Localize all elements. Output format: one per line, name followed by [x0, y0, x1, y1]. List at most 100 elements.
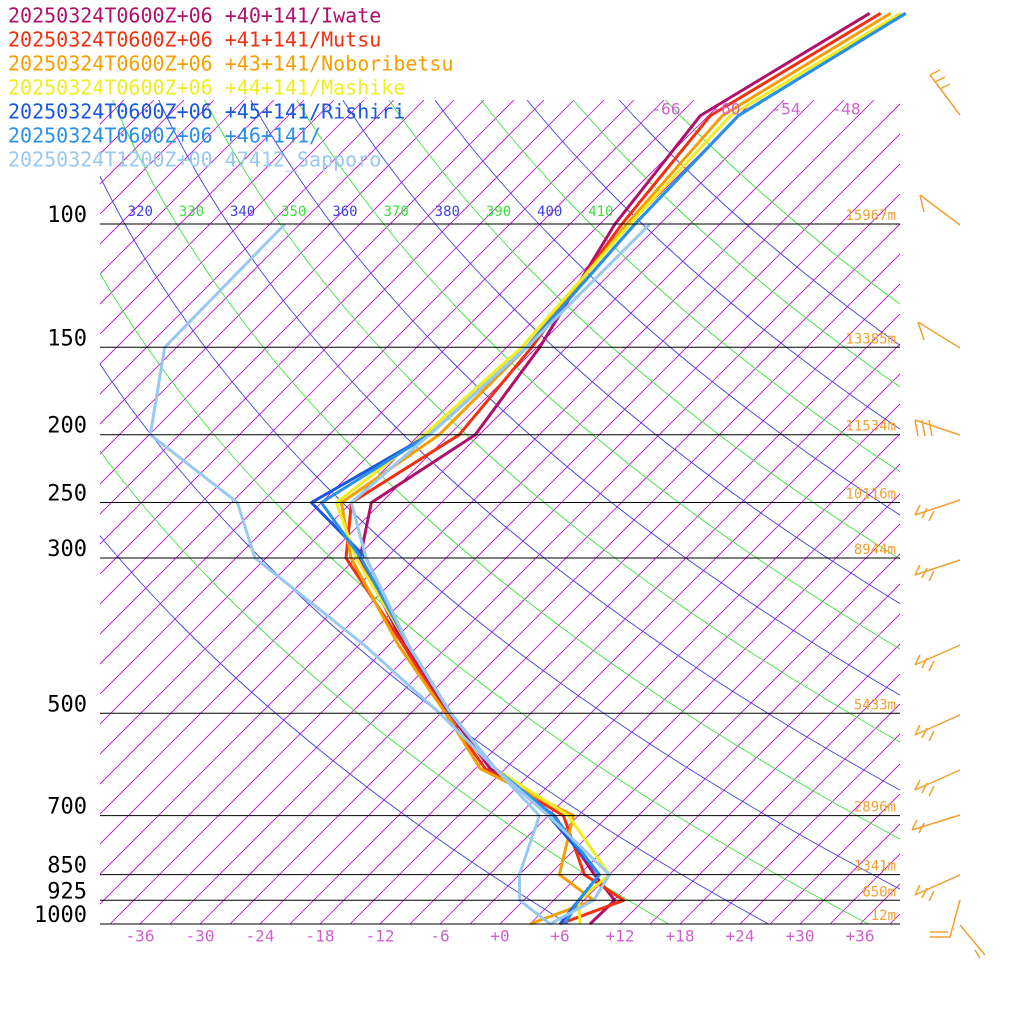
temperature-line: [349, 222, 652, 926]
isotherm: [100, 100, 845, 845]
height-label: 5433m: [854, 697, 896, 713]
isotherm: [409, 433, 900, 924]
x-tick-label: +18: [666, 927, 695, 946]
adiabat: [100, 363, 769, 924]
isotherm: [169, 193, 900, 924]
isotherm-label: -60: [712, 100, 741, 119]
isotherm: [589, 613, 900, 924]
adiabat: [388, 100, 900, 560]
isotherm: [100, 100, 695, 695]
adiabat: [100, 450, 669, 924]
height-label: 11534m: [845, 419, 896, 435]
adiabat: [572, 100, 900, 388]
adiabat: [342, 100, 900, 605]
wind-barb: [930, 899, 961, 938]
adiabat: [526, 100, 900, 430]
isotherm: [349, 373, 900, 924]
height-label: 10116m: [845, 487, 896, 503]
theta-label: 350: [281, 204, 306, 220]
x-tick-label: -6: [430, 927, 449, 946]
isotherm: [100, 100, 305, 305]
x-tick-label: -36: [126, 927, 155, 946]
isotherm-label: -66: [652, 100, 681, 119]
theta-label: 400: [537, 204, 562, 220]
labels: 320 330 340 350 360 370 380 390 400 410 -66 -60 -54 -…: [8, 4, 900, 946]
isotherm: [229, 253, 900, 924]
isotherm: [499, 523, 900, 924]
height-label: 13385m: [845, 331, 896, 347]
x-tick-label: +12: [606, 927, 635, 946]
theta-label: 380: [435, 204, 460, 220]
theta-label: 370: [383, 204, 408, 220]
height-label: 8944m: [854, 542, 896, 558]
adiabat: [296, 100, 900, 650]
y-tick-label: 100: [47, 203, 87, 228]
isotherm: [109, 133, 900, 924]
y-tick-label: 500: [47, 692, 87, 717]
temperature-line: [319, 12, 907, 925]
isotherm: [0, 100, 4, 924]
isotherm: [619, 643, 900, 924]
y-tick-label: 700: [47, 795, 87, 820]
wind-barb: [914, 769, 961, 797]
isotherm: [289, 313, 900, 924]
height-label: 650m: [862, 884, 896, 900]
adiabat: [618, 100, 900, 346]
y-tick-label: 200: [47, 414, 87, 439]
isotherm: [100, 100, 455, 455]
wind-barb: [919, 194, 961, 226]
y-tick-label: 925: [47, 879, 87, 904]
theta-label: 390: [486, 204, 511, 220]
isotherm: [100, 100, 335, 335]
wind-barb: [914, 419, 961, 437]
adiabat: [100, 175, 900, 890]
x-tick-label: +0: [490, 927, 509, 946]
legend-entry: 20250324T0600Z+06 +40+141/Iwate: [8, 4, 381, 28]
isotherm: [920, 100, 1024, 924]
adiabat: [204, 100, 900, 743]
adiabat: [100, 535, 569, 924]
grid: [0, 100, 1024, 924]
isotherm: [100, 103, 900, 905]
isotherm: [100, 100, 875, 875]
theta-label: 340: [230, 204, 255, 220]
isotherm: [100, 100, 395, 395]
x-tick-label: +36: [846, 927, 875, 946]
height-label: 15967m: [845, 208, 896, 224]
adiabat: [112, 100, 900, 840]
theta-label: 410: [588, 204, 613, 220]
y-tick-label: 300: [47, 537, 87, 562]
isotherm: [259, 283, 900, 924]
wind-barbs: [911, 69, 986, 959]
isotherm: [100, 100, 275, 275]
adiabat: [250, 100, 900, 696]
adiabat: [100, 272, 869, 924]
legend-entry: 20250324T0600Z+06 +44+141/Mashike: [8, 76, 405, 100]
theta-label: 320: [128, 204, 153, 220]
isotherm: [469, 493, 900, 924]
y-tick-label: 250: [47, 482, 87, 507]
isotherm: [100, 100, 725, 725]
adiabat: [480, 100, 900, 473]
wind-barb: [914, 499, 961, 522]
isotherm: [100, 100, 365, 365]
legend-entry: 20250324T0600Z+06 +41+141/Mutsu: [8, 28, 381, 52]
theta-label: 330: [179, 204, 204, 220]
x-tick-label: -18: [306, 927, 335, 946]
theta-label: 360: [332, 204, 357, 220]
wind-barb: [959, 924, 986, 959]
adiabat: [664, 100, 900, 305]
isotherm: [100, 100, 575, 575]
isotherm: [100, 100, 245, 245]
wind-barb: [914, 714, 961, 742]
x-tick-label: -12: [366, 927, 395, 946]
x-tick-label: +6: [550, 927, 569, 946]
x-tick-label: +30: [786, 927, 815, 946]
isotherm: [199, 223, 900, 924]
isotherm-label: -54: [772, 100, 801, 119]
height-label: 12m: [871, 908, 896, 924]
legend-entry: 20250324T0600Z+06 +45+141/Rishiri: [8, 100, 405, 124]
isotherm: [649, 673, 900, 924]
isotherm: [100, 100, 635, 635]
